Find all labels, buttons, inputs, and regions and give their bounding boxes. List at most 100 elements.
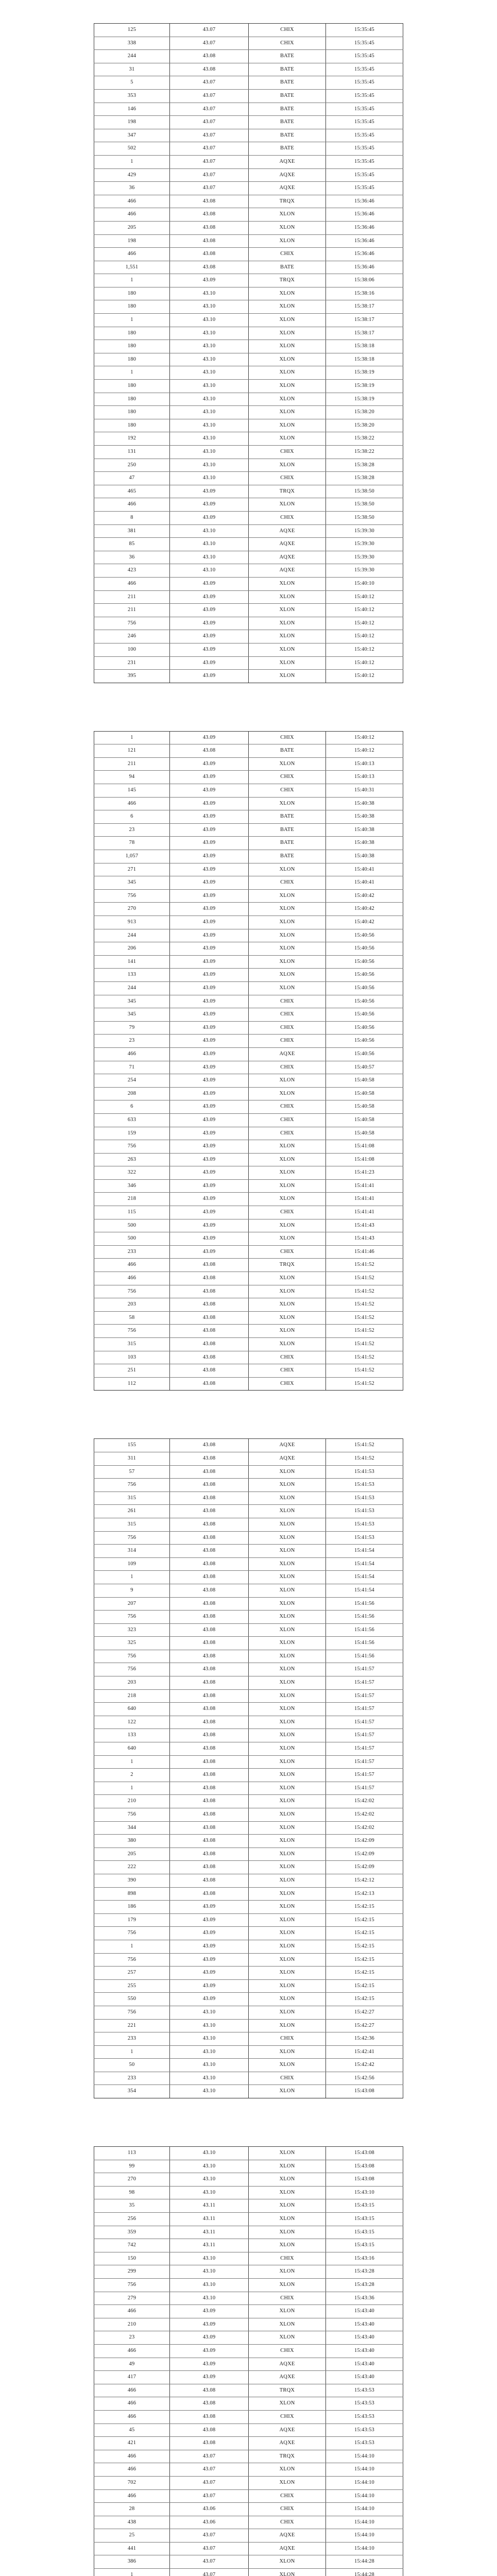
table-cell-venue: XLON <box>248 392 326 406</box>
table-row: 6 43.09 CHIX 15:40:58 <box>94 1100 403 1114</box>
table-cell-volume: 145 <box>94 784 170 798</box>
table-cell-venue: XLON <box>248 2331 326 2345</box>
table-row: 94 43.09 CHIX 15:40:13 <box>94 770 403 785</box>
table-cell-volume: 756 <box>94 2278 170 2292</box>
table-cell-time: 15:41:57 <box>325 1663 403 1677</box>
table-cell-volume: 256 <box>94 2212 170 2226</box>
table-cell-venue: XLON <box>248 366 326 380</box>
table-cell-time: 15:43:08 <box>325 2146 403 2160</box>
table-cell-price: 43.09 <box>169 770 249 785</box>
table-row: 231 43.09 XLON 15:40:12 <box>94 656 403 670</box>
table-cell-volume: 47 <box>94 471 170 485</box>
table-cell-price: 43.08 <box>169 1350 249 1365</box>
table-cell-price: 43.08 <box>169 1821 249 1835</box>
table-cell-price: 43.09 <box>169 1153 249 1167</box>
table-cell-time: 15:41:46 <box>325 1245 403 1259</box>
table-cell-venue: XLON <box>248 1794 326 1808</box>
table-cell-venue: XLON <box>248 916 326 929</box>
table-row: 1 43.08 XLON 15:41:57 <box>94 1781 403 1795</box>
table-cell-volume: 323 <box>94 1623 170 1637</box>
table-cell-time: 15:41:53 <box>325 1491 403 1505</box>
table-cell-price: 43.09 <box>169 2317 249 2332</box>
table-cell-price: 43.10 <box>169 2084 249 2099</box>
table-row: 1 43.07 AQXE 15:35:45 <box>94 155 403 169</box>
table-cell-volume: 79 <box>94 1021 170 1035</box>
table-cell-volume: 913 <box>94 916 170 929</box>
table-cell-volume: 395 <box>94 669 170 683</box>
table-cell-time: 15:40:12 <box>325 616 403 631</box>
table-row: 466 43.08 TRQX 15:41:52 <box>94 1258 403 1273</box>
table-cell-time: 15:38:28 <box>325 471 403 485</box>
table-cell-venue: CHIX <box>248 2071 326 2086</box>
table-cell-volume: 756 <box>94 1663 170 1677</box>
table-cell-volume: 314 <box>94 1544 170 1558</box>
table-cell-time: 15:43:28 <box>325 2278 403 2292</box>
table-cell-time: 15:42:02 <box>325 1794 403 1808</box>
table-cell-price: 43.08 <box>169 1623 249 1637</box>
table-cell-price: 43.10 <box>169 379 249 393</box>
table-cell-price: 43.08 <box>169 1284 249 1299</box>
table-cell-volume: 205 <box>94 1847 170 1861</box>
table-cell-price: 43.08 <box>169 2423 249 2437</box>
table-row: 2 43.08 XLON 15:41:57 <box>94 1768 403 1782</box>
table-cell-time: 15:41:52 <box>325 1298 403 1312</box>
table-cell-price: 43.10 <box>169 458 249 472</box>
table-cell-volume: 465 <box>94 484 170 499</box>
table-cell-volume: 466 <box>94 2397 170 2411</box>
table-cell-time: 15:40:10 <box>325 577 403 591</box>
table-cell-price: 43.09 <box>169 1218 249 1233</box>
table-cell-price: 43.09 <box>169 498 249 512</box>
table-cell-time: 15:40:58 <box>325 1113 403 1127</box>
table-cell-price: 43.08 <box>169 1860 249 1874</box>
table-row: 251 43.08 CHIX 15:41:52 <box>94 1364 403 1378</box>
table-cell-volume: 640 <box>94 1742 170 1756</box>
table-cell-venue: AQXE <box>248 537 326 551</box>
table-cell-volume: 121 <box>94 744 170 758</box>
table-cell-volume: 2 <box>94 1768 170 1782</box>
table-cell-venue: XLON <box>248 1544 326 1558</box>
table-cell-venue: AQXE <box>248 168 326 182</box>
table-cell-venue: XLON <box>248 2199 326 2213</box>
table-cell-time: 15:43:53 <box>325 2397 403 2411</box>
table-cell-time: 15:43:40 <box>325 2317 403 2332</box>
table-cell-price: 43.06 <box>169 2515 249 2530</box>
table-cell-time: 15:41:41 <box>325 1206 403 1219</box>
table-cell-price: 43.10 <box>169 366 249 380</box>
table-row: 466 43.08 CHIX 15:43:53 <box>94 2410 403 2424</box>
table-cell-venue: XLON <box>248 1583 326 1598</box>
table-cell-time: 15:40:31 <box>325 784 403 798</box>
table-cell-time: 15:43:16 <box>325 2251 403 2266</box>
table-row: 58 43.08 XLON 15:41:52 <box>94 1311 403 1325</box>
table-row: 99 43.10 XLON 15:43:08 <box>94 2159 403 2174</box>
table-row: 141 43.09 XLON 15:40:56 <box>94 955 403 969</box>
table-cell-price: 43.09 <box>169 1926 249 1940</box>
table-cell-price: 43.07 <box>169 2489 249 2503</box>
table-cell-venue: XLON <box>248 1570 326 1584</box>
table-cell-time: 15:41:57 <box>325 1768 403 1782</box>
table-cell-venue: XLON <box>248 1649 326 1664</box>
table-row: 244 43.09 XLON 15:40:56 <box>94 981 403 995</box>
table-cell-time: 15:41:52 <box>325 1284 403 1299</box>
table-cell-venue: CHIX <box>248 247 326 261</box>
table-cell-venue: XLON <box>248 1887 326 1901</box>
table-row: 85 43.10 AQXE 15:39:30 <box>94 537 403 551</box>
table-cell-volume: 381 <box>94 524 170 538</box>
table-cell-volume: 98 <box>94 2185 170 2200</box>
table-cell-price: 43.09 <box>169 981 249 995</box>
table-cell-volume: 466 <box>94 208 170 222</box>
table-row: 421 43.08 AQXE 15:43:53 <box>94 2436 403 2450</box>
table-cell-venue: CHIX <box>248 23 326 37</box>
table-cell-price: 43.10 <box>169 2019 249 2033</box>
table-cell-time: 15:38:17 <box>325 326 403 341</box>
table-cell-time: 15:44:10 <box>325 2541 403 2556</box>
table-row: 146 43.07 BATE 15:35:45 <box>94 102 403 116</box>
table-cell-price: 43.07 <box>169 2529 249 2543</box>
table-row: 180 43.10 XLON 15:38:19 <box>94 379 403 393</box>
table-cell-volume: 198 <box>94 115 170 129</box>
table-cell-volume: 386 <box>94 2555 170 2569</box>
table-row: 466 43.08 XLON 15:36:46 <box>94 208 403 222</box>
table-row: 180 43.10 XLON 15:38:16 <box>94 286 403 301</box>
table-row: 192 43.10 XLON 15:38:22 <box>94 432 403 446</box>
table-row: 466 43.09 XLON 15:40:38 <box>94 796 403 811</box>
table-cell-price: 43.09 <box>169 630 249 643</box>
